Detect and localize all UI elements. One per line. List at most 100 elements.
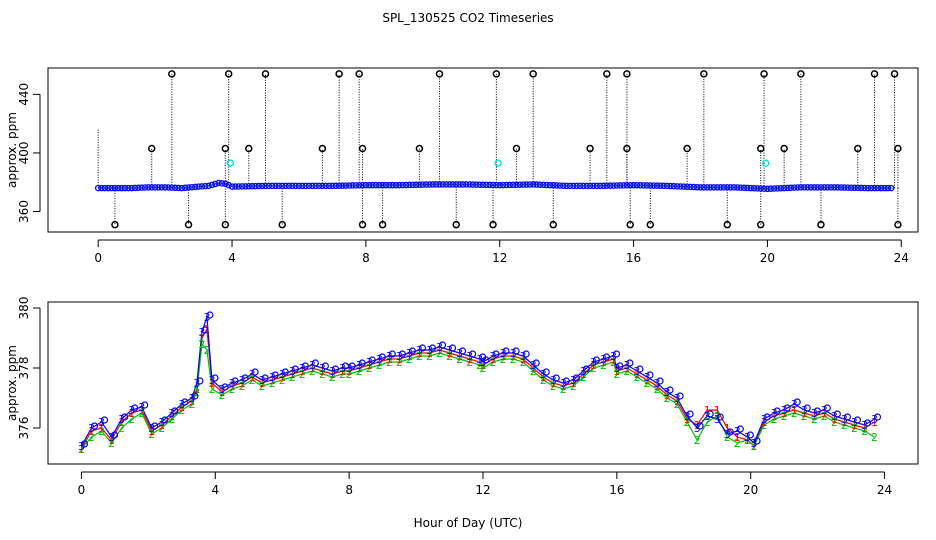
baseline-point	[570, 182, 577, 190]
baseline-point	[730, 184, 738, 191]
baseline-point	[734, 184, 741, 191]
baseline-point	[131, 184, 139, 192]
top-x-tick-label: 0	[94, 251, 102, 265]
series-3-label: 3	[138, 401, 145, 414]
mid-outlier-point	[221, 144, 230, 153]
series-3-circle	[418, 344, 427, 352]
series-3-label: 3	[871, 413, 878, 426]
low-outlier-point	[756, 220, 765, 229]
series-3-label: 3	[78, 440, 85, 453]
bottom-y-tick-label: 376	[17, 417, 31, 440]
series-3-label: 3	[510, 347, 517, 360]
series-2-label: 2	[530, 365, 537, 378]
baseline-point	[663, 182, 671, 190]
baseline-point	[844, 184, 851, 191]
baseline-point	[329, 182, 336, 190]
series-3-circle	[726, 428, 734, 436]
baseline-point	[720, 184, 728, 191]
series-2-label: 2	[490, 356, 497, 369]
series-2-label: 2	[329, 371, 336, 384]
series-1-label: 1	[158, 419, 165, 432]
series-3-circle	[301, 362, 309, 370]
series-3-label: 3	[208, 374, 215, 387]
series-3-circle	[398, 350, 406, 358]
series-3-label: 3	[456, 347, 463, 360]
series-3-label: 3	[376, 353, 383, 366]
series-1-label: 1	[239, 377, 246, 390]
baseline-point	[543, 181, 550, 189]
series-3-label: 3	[600, 353, 607, 366]
baseline-point	[760, 185, 768, 192]
series-2-label: 2	[831, 416, 838, 429]
series-3-label: 3	[684, 410, 691, 423]
high-outlier-point	[890, 70, 899, 78]
baseline-point	[282, 182, 289, 190]
baseline-point	[867, 184, 875, 192]
series-1-label: 1	[801, 407, 808, 420]
baseline-line	[98, 182, 895, 190]
baseline-point	[523, 181, 530, 188]
baseline-point	[238, 183, 246, 190]
series-3-circle	[121, 413, 129, 421]
series-2-label: 2	[406, 353, 413, 366]
series-2-label: 2	[128, 413, 135, 426]
series-2-label: 2	[476, 359, 483, 372]
low-outlier-point	[489, 220, 497, 229]
series-3-circle	[482, 356, 490, 364]
series-2-label: 2	[704, 416, 711, 429]
baseline-point	[610, 182, 617, 189]
baseline-point	[697, 184, 704, 191]
series-2-label: 2	[466, 356, 473, 369]
series-3-label: 3	[416, 344, 423, 357]
series-3-circle	[803, 404, 811, 412]
series-2-label: 2	[694, 434, 701, 447]
baseline-point	[857, 184, 865, 192]
baseline-point	[550, 182, 557, 189]
series-3-circle	[151, 422, 159, 430]
baseline-point	[529, 181, 537, 188]
series-3-circle	[261, 374, 269, 382]
top-y-tick-label: 440	[17, 83, 31, 106]
series-1-label: 1	[203, 323, 210, 336]
series-2-label: 2	[821, 410, 828, 423]
series-3-label: 3	[851, 416, 858, 429]
mid-outlier-point	[147, 144, 156, 153]
series-1-label: 1	[188, 395, 195, 408]
baseline-point	[586, 182, 594, 190]
series-3-label: 3	[654, 377, 661, 390]
series-1-label: 1	[851, 419, 858, 432]
baseline-point	[700, 184, 708, 191]
series-2-label: 2	[540, 374, 547, 387]
bottom-y-tick-label: 380	[17, 297, 31, 320]
series-3-label: 3	[178, 398, 185, 411]
series-3-circle	[626, 359, 634, 367]
series-3-label: 3	[771, 407, 778, 420]
baseline-point	[693, 183, 701, 191]
flagged-point	[226, 159, 235, 167]
series-3-label: 3	[623, 359, 630, 372]
baseline-point	[392, 181, 400, 189]
baseline-point	[851, 184, 858, 192]
series-1-label: 1	[208, 377, 215, 390]
series-2-label: 2	[108, 437, 115, 450]
series-3-circle	[80, 440, 89, 448]
baseline-point	[118, 184, 125, 192]
baseline-point	[409, 181, 416, 189]
series-3-label: 3	[229, 377, 236, 390]
series-3-circle	[666, 386, 674, 394]
baseline-point	[245, 182, 253, 190]
baseline-point	[272, 182, 279, 190]
baseline-point	[101, 184, 109, 192]
baseline-point	[148, 184, 155, 191]
series-3-label: 3	[203, 311, 210, 324]
baseline-point	[657, 182, 664, 189]
series-1-label: 1	[600, 356, 607, 369]
series-1-label: 1	[751, 440, 758, 453]
series-1-label: 1	[329, 368, 336, 381]
baseline-point	[764, 185, 771, 193]
series-2-label: 2	[744, 434, 751, 447]
series-3-label: 3	[694, 422, 701, 435]
series-3-circle	[231, 377, 239, 385]
baseline-point	[255, 182, 263, 190]
series-3-label: 3	[781, 404, 788, 417]
